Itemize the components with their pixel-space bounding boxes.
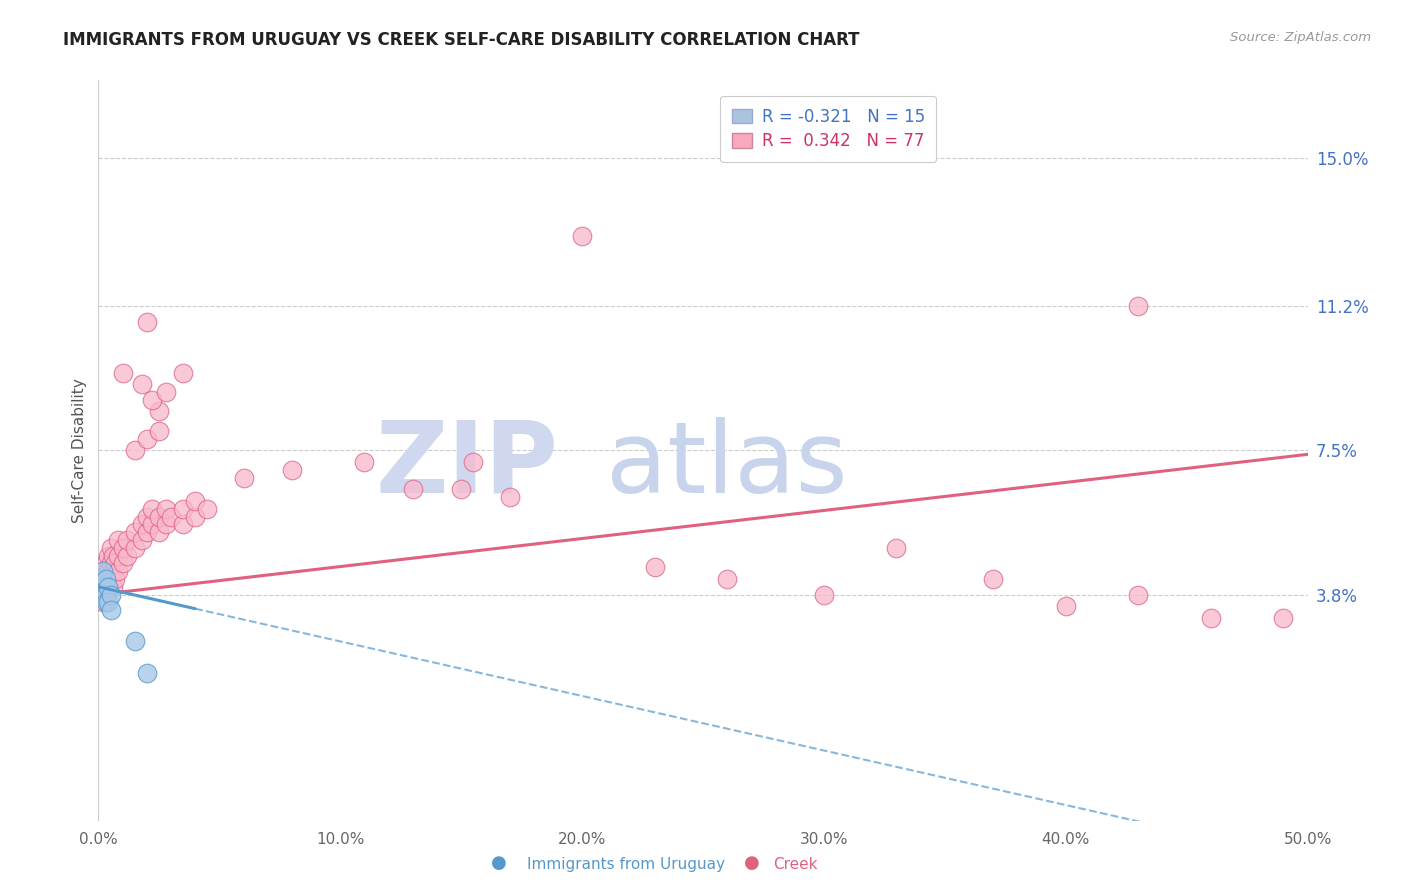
Point [148, 509, 170, 524]
Point [94, 595, 117, 609]
Point [141, 502, 163, 516]
Point [1128, 588, 1150, 602]
Point [101, 580, 124, 594]
Point [91, 588, 114, 602]
Point [117, 549, 139, 563]
Point [1272, 611, 1295, 625]
Point [91, 580, 114, 594]
Point [94, 572, 117, 586]
Point [107, 533, 129, 547]
Point [100, 603, 122, 617]
Point [155, 384, 177, 399]
Text: ZIP: ZIP [375, 417, 558, 514]
Point [172, 366, 194, 380]
Point [135, 525, 157, 540]
Point [87, 580, 110, 594]
Point [100, 557, 122, 571]
Point [91, 564, 114, 578]
Point [94, 557, 117, 571]
Text: Creek: Creek [773, 857, 818, 872]
Point [353, 455, 375, 469]
Point [450, 483, 472, 497]
Point [148, 424, 170, 438]
Point [90, 572, 112, 586]
Point [498, 490, 520, 504]
Point [117, 533, 139, 547]
Point [1054, 599, 1077, 614]
Point [281, 463, 304, 477]
Point [104, 572, 127, 586]
Point [131, 377, 153, 392]
Point [184, 509, 207, 524]
Point [111, 557, 134, 571]
Point [463, 455, 485, 469]
Point [97, 549, 120, 563]
Point [135, 665, 157, 680]
Point [111, 541, 134, 555]
Point [571, 229, 593, 244]
Point [813, 588, 835, 602]
Point [402, 483, 425, 497]
Point [232, 471, 254, 485]
Point [101, 549, 124, 563]
Point [97, 580, 120, 594]
Point [97, 595, 120, 609]
Point [1128, 299, 1150, 313]
Point [148, 525, 170, 540]
Point [160, 509, 183, 524]
Point [135, 432, 157, 446]
Text: atlas: atlas [606, 417, 848, 514]
Point [141, 517, 163, 532]
Text: Source: ZipAtlas.com: Source: ZipAtlas.com [1230, 31, 1371, 45]
Point [886, 541, 908, 555]
Point [148, 404, 170, 418]
Point [141, 392, 163, 407]
Point [91, 564, 114, 578]
Point [104, 557, 127, 571]
Point [90, 588, 112, 602]
Point [91, 580, 114, 594]
Point [124, 443, 146, 458]
Point [1199, 611, 1222, 625]
Point [100, 541, 122, 555]
Point [155, 502, 177, 516]
Point [644, 560, 666, 574]
Point [107, 549, 129, 563]
Point [131, 517, 153, 532]
Point [87, 580, 110, 594]
Text: ●: ● [744, 855, 761, 872]
Point [97, 580, 120, 594]
Point [94, 572, 117, 586]
Point [135, 315, 157, 329]
Point [184, 494, 207, 508]
Point [111, 366, 134, 380]
Point [101, 564, 124, 578]
Text: ●: ● [491, 855, 508, 872]
Point [981, 572, 1004, 586]
Point [90, 572, 112, 586]
Point [90, 588, 112, 602]
Point [195, 502, 218, 516]
Point [91, 595, 114, 609]
Text: IMMIGRANTS FROM URUGUAY VS CREEK SELF-CARE DISABILITY CORRELATION CHART: IMMIGRANTS FROM URUGUAY VS CREEK SELF-CA… [63, 31, 860, 49]
Point [100, 572, 122, 586]
Legend: R = -0.321   N = 15, R =  0.342   N = 77: R = -0.321 N = 15, R = 0.342 N = 77 [720, 96, 936, 162]
Point [172, 502, 194, 516]
Point [172, 517, 194, 532]
Point [94, 588, 117, 602]
Point [716, 572, 738, 586]
Point [131, 533, 153, 547]
Text: Immigrants from Uruguay: Immigrants from Uruguay [527, 857, 725, 872]
Point [94, 588, 117, 602]
Point [135, 509, 157, 524]
Point [155, 517, 177, 532]
Y-axis label: Self-Care Disability: Self-Care Disability [72, 378, 87, 523]
Point [107, 564, 129, 578]
Point [124, 541, 146, 555]
Point [100, 588, 122, 602]
Point [97, 564, 120, 578]
Point [124, 525, 146, 540]
Point [124, 634, 146, 648]
